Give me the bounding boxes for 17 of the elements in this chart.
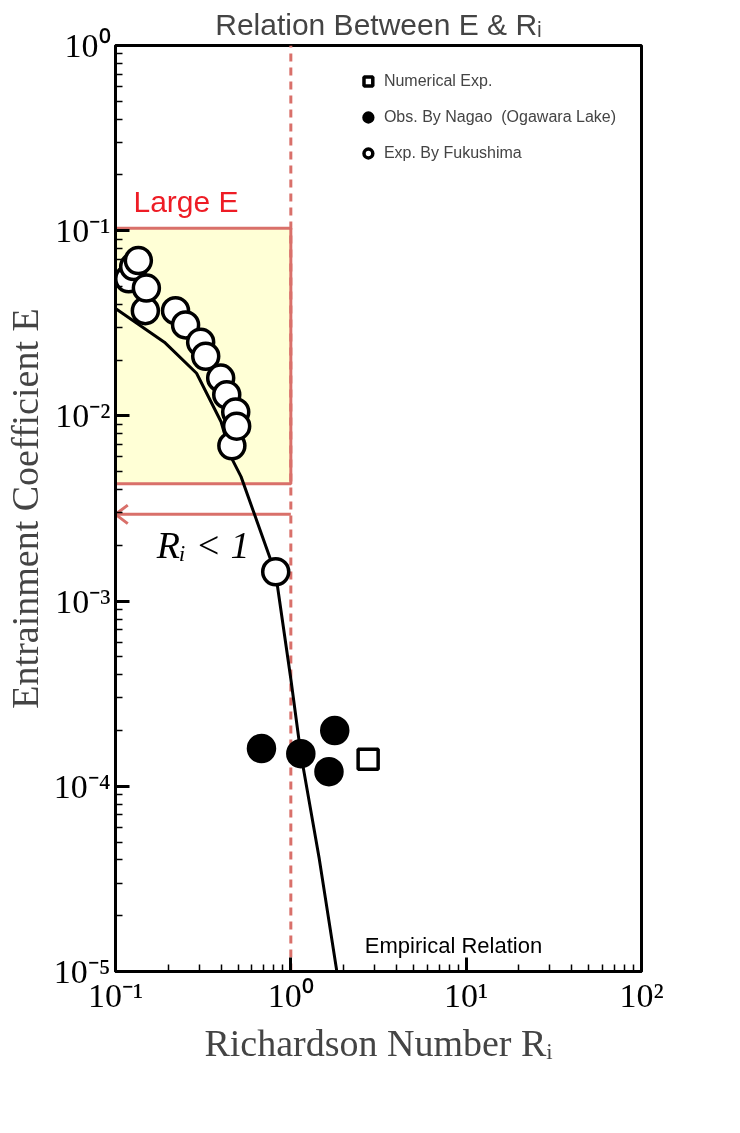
chart-title: Relation Between E & Rᵢ [215, 7, 542, 41]
y-tick-label: 10⁻² [55, 397, 111, 435]
annotation: Rᵢ < 1 [155, 524, 250, 567]
series-label: Empirical Relation [364, 932, 543, 958]
band-label: Large E [133, 185, 239, 219]
y-tick-label: 10⁰ [64, 27, 111, 64]
y-axis-title: Entrainment Coefficient E [3, 308, 46, 709]
legend-label: Exp. By Fukushima [383, 144, 522, 162]
y-tick-label: 10⁻³ [55, 582, 111, 620]
x-tick-label: 10² [619, 976, 664, 1014]
legend-label: Obs. By Nagao (Ogawara Lake) [383, 108, 616, 126]
x-tick-label: 10⁰ [267, 976, 314, 1014]
y-tick-label: 10⁻¹ [55, 212, 111, 250]
y-tick-label: 10⁻⁴ [53, 767, 111, 805]
x-tick-label: 10¹ [444, 976, 489, 1014]
x-axis-title: Richardson Number Rᵢ [204, 1021, 553, 1064]
legend-label: Numerical Exp. [383, 72, 493, 90]
